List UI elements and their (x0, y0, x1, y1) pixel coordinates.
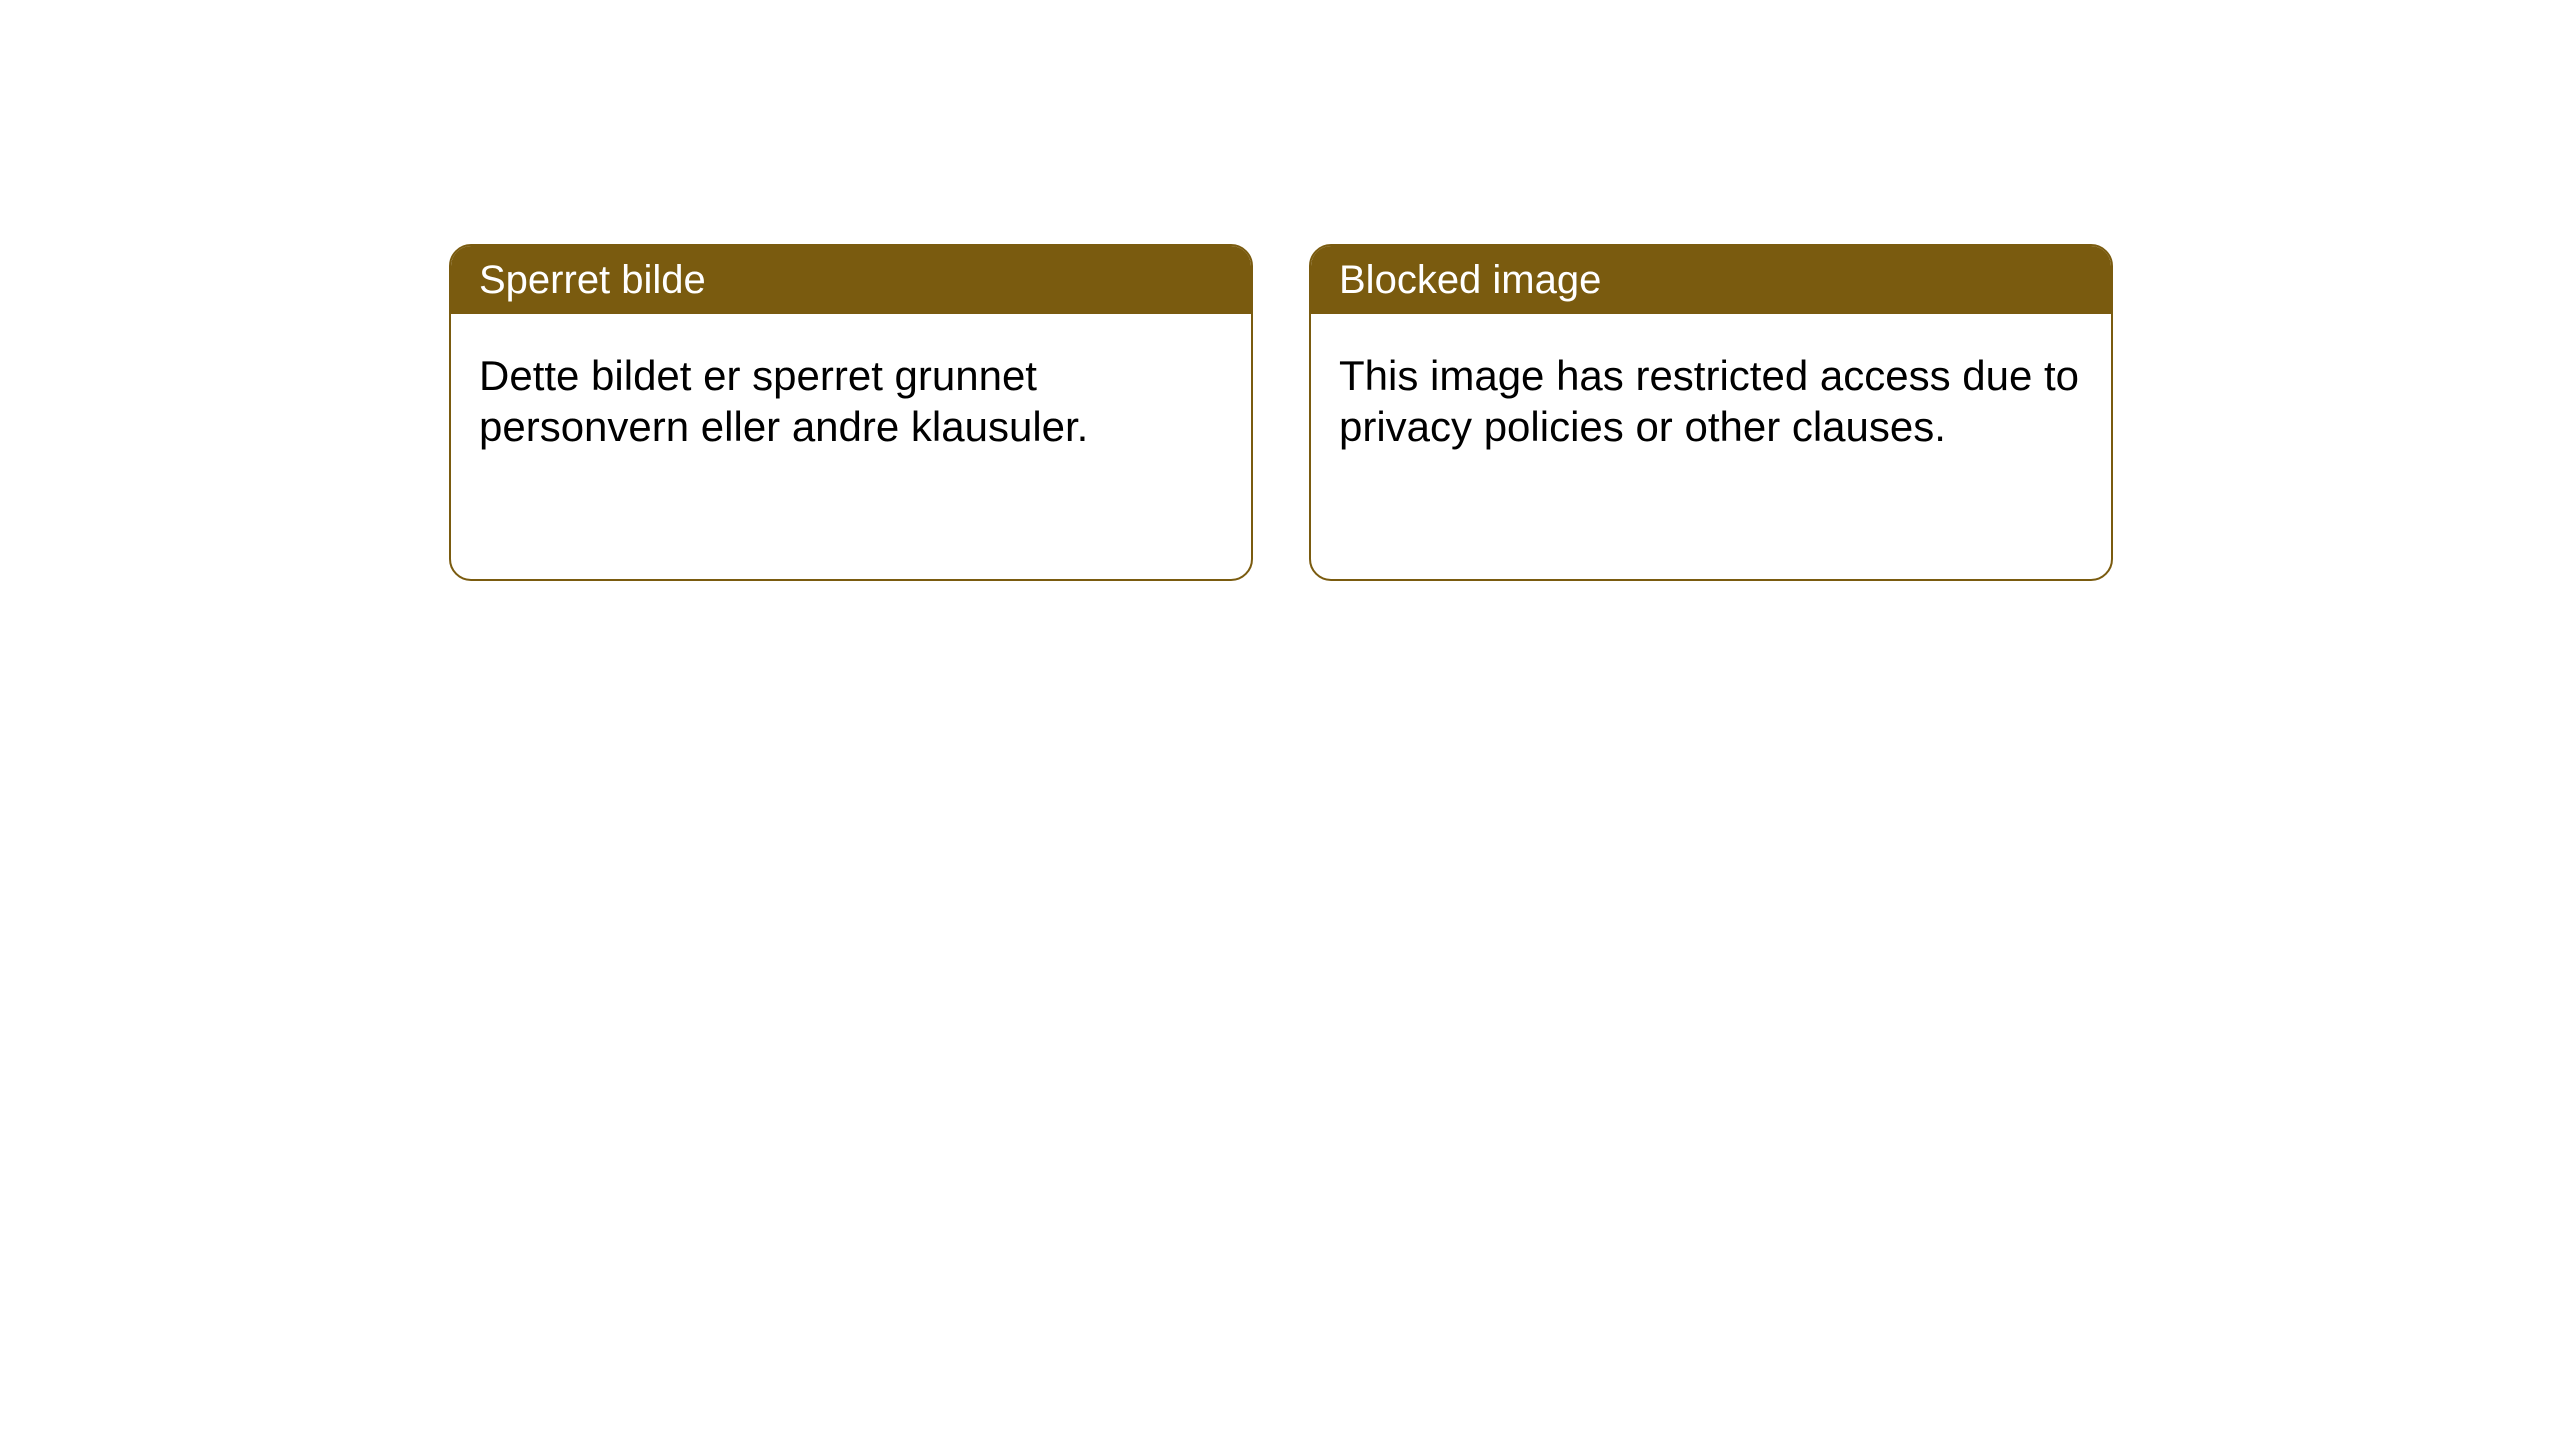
card-row: Sperret bilde Dette bildet er sperret gr… (0, 0, 2560, 581)
card-body: This image has restricted access due to … (1311, 314, 2111, 488)
blocked-image-card-en: Blocked image This image has restricted … (1309, 244, 2113, 581)
blocked-image-card-no: Sperret bilde Dette bildet er sperret gr… (449, 244, 1253, 581)
card-header: Blocked image (1311, 246, 2111, 314)
card-body: Dette bildet er sperret grunnet personve… (451, 314, 1251, 488)
card-header: Sperret bilde (451, 246, 1251, 314)
